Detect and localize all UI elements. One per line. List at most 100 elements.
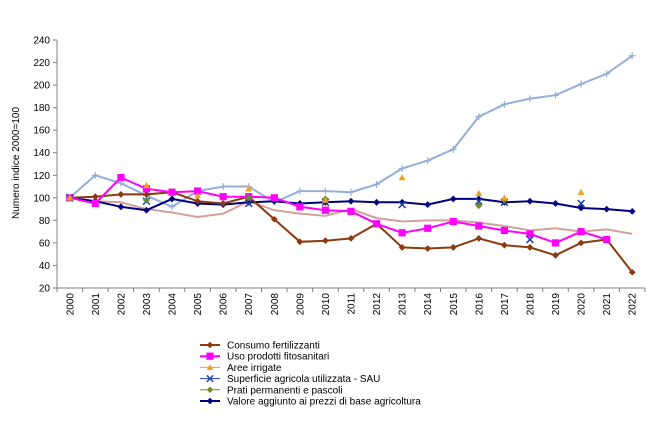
x-tick-label: 2004 <box>168 293 179 316</box>
data-point <box>474 197 483 206</box>
x-tick-label: 2013 <box>398 293 409 316</box>
y-tick-label: 180 <box>33 103 50 114</box>
data-point <box>398 165 406 172</box>
series-line <box>69 54 633 208</box>
data-point <box>424 157 432 165</box>
y-tick-label: 80 <box>39 216 51 227</box>
data-point <box>143 182 150 189</box>
data-point <box>245 194 253 202</box>
data-point <box>577 239 585 247</box>
data-point <box>577 204 585 212</box>
x-tick-label: 2016 <box>474 293 485 316</box>
data-point <box>117 173 125 182</box>
data-point <box>322 196 329 203</box>
data-point <box>424 201 432 208</box>
x-tick-label: 2014 <box>423 293 434 316</box>
legend-label: Valore aggiunto ai prezzi di base agrico… <box>227 397 421 408</box>
data-point <box>628 268 636 276</box>
data-point <box>449 217 457 226</box>
x-tick-label: 2001 <box>91 293 102 316</box>
data-point <box>526 230 534 238</box>
data-point <box>117 203 125 211</box>
data-point <box>206 386 214 393</box>
data-point <box>449 244 457 251</box>
x-tick-label: 2011 <box>347 293 358 315</box>
data-point <box>500 226 508 235</box>
data-point <box>296 238 304 246</box>
x-tick-label: 2012 <box>372 293 383 316</box>
data-point <box>91 193 99 201</box>
series-2 <box>66 174 585 203</box>
data-point <box>347 207 355 215</box>
data-point <box>603 235 611 244</box>
legend-label: Uso prodotti fitosanitari <box>227 352 329 363</box>
data-point <box>500 100 508 108</box>
y-tick-label: 100 <box>33 193 50 204</box>
x-tick-label: 2022 <box>628 293 639 316</box>
data-point <box>577 199 586 208</box>
legend-label: Superficie agricola utilizzata - SAU <box>227 374 380 385</box>
data-point <box>296 187 304 195</box>
x-tick-label: 2007 <box>244 293 255 316</box>
data-point <box>526 95 534 103</box>
data-point <box>194 192 202 199</box>
data-point <box>143 196 150 204</box>
data-point <box>475 235 483 242</box>
y-tick-label: 20 <box>39 284 51 295</box>
y-tick-label: 140 <box>33 148 50 159</box>
data-point <box>577 188 585 195</box>
data-point <box>373 198 380 206</box>
data-point <box>347 188 355 196</box>
legend-label: Consumo fertilizzanti <box>227 341 320 352</box>
y-tick-label: 60 <box>39 238 51 249</box>
data-point <box>552 200 559 207</box>
legend-item: Prati permanenti e pascoli <box>200 385 343 396</box>
y-tick-label: 40 <box>39 261 51 272</box>
data-point <box>577 228 585 236</box>
data-point <box>270 215 278 223</box>
data-point <box>206 397 214 405</box>
data-point <box>168 203 176 211</box>
x-tick-label: 2021 <box>602 293 613 316</box>
series-1 <box>66 173 611 247</box>
legend-label: Aree irrigate <box>227 363 282 374</box>
data-point <box>194 187 202 195</box>
data-point <box>91 171 99 179</box>
data-point <box>475 113 483 121</box>
data-point <box>194 197 202 205</box>
legend-item: Consumo fertilizzanti <box>200 341 320 352</box>
data-point <box>347 197 355 205</box>
data-point <box>245 198 253 206</box>
data-point <box>628 52 636 60</box>
data-point <box>526 244 534 251</box>
legend-item: Aree irrigate <box>200 363 282 374</box>
data-point <box>449 145 457 153</box>
y-tick-label: 220 <box>33 58 50 69</box>
x-tick-label: 2010 <box>321 293 332 316</box>
data-point <box>398 174 406 181</box>
data-point <box>449 195 457 203</box>
x-tick-label: 2018 <box>525 293 536 316</box>
data-point <box>270 194 278 202</box>
data-point <box>552 251 559 259</box>
data-point <box>398 229 406 237</box>
y-tick-label: 160 <box>33 126 50 137</box>
data-point <box>372 220 381 228</box>
data-point <box>322 237 329 245</box>
legend-label: Prati permanenti e pascoli <box>227 385 343 396</box>
y-tick-label: 240 <box>33 36 50 47</box>
data-point <box>143 206 150 214</box>
x-tick-label: 2005 <box>193 293 204 316</box>
x-tick-label: 2000 <box>65 293 76 316</box>
y-tick-label: 120 <box>33 171 50 182</box>
data-point <box>245 185 253 192</box>
data-point <box>475 195 483 203</box>
data-point <box>206 341 214 349</box>
data-point <box>424 224 432 232</box>
data-point <box>321 206 330 214</box>
legend-item: Uso prodotti fitosanitari <box>200 352 329 363</box>
data-point <box>475 222 483 230</box>
data-point <box>603 205 611 213</box>
